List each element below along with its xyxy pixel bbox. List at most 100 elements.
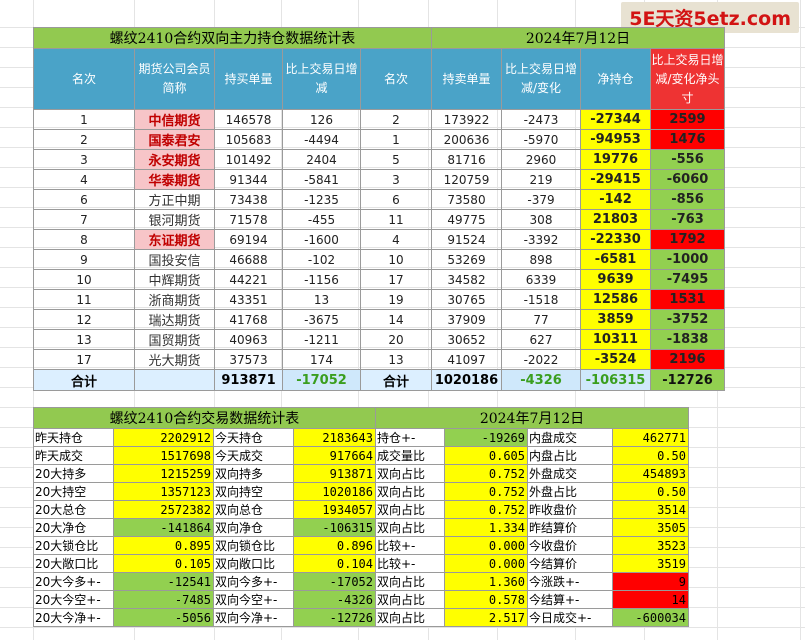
buy-volume: 146578 [214,109,283,130]
stat-label: 双向总仓 [213,500,294,519]
total-row: 合计 913871 -17052 合计 1020186 -4326 -10631… [33,369,725,391]
net-position: 10311 [580,329,651,350]
stat-label: 内盘成交 [527,428,613,447]
stat-value: 917664 [293,446,376,465]
stats-row: 20大持空 1357123 双向持空 1020186 双向占比 0.752 外盘占比 0.50 [33,482,689,501]
table-row: 8 东证期货 69194 -1600 4 91524 -3392 -22330 1792 [33,229,725,250]
column-header: 持买单量 [214,48,283,110]
column-header: 比上交易日增减 [282,48,361,110]
net-change: 2599 [650,109,725,130]
sell-change: 2960 [501,149,581,170]
sell-change: -2473 [501,109,581,130]
net-position: -3524 [580,349,651,370]
stat-label: 双向占比 [375,518,445,537]
position-table-header: 名次 期货公司会员简称 持买单量 比上交易日增减 名次 持卖单量 比上交易日增减/变化 净持仓… [33,48,725,110]
position-table-date: 2024年7月12日 [431,27,725,49]
sell-volume: 73580 [431,189,502,210]
trading-stats-title: 螺纹2410合约交易数据统计表 [33,407,376,429]
net-position: -94953 [580,129,651,150]
stat-label: 双向占比 [375,572,445,591]
buy-rank: 7 [33,209,135,230]
sell-rank: 4 [360,229,432,250]
stat-value: -141864 [113,518,214,537]
net-position: -22330 [580,229,651,250]
sell-rank: 11 [360,209,432,230]
column-header: 比上交易日增减/变化 [501,48,581,110]
sell-rank: 14 [360,309,432,330]
stat-value: 0.752 [444,464,528,483]
stat-label: 20大持空 [33,482,114,501]
buy-change: -1600 [282,229,361,250]
stat-label: 外盘成交 [527,464,613,483]
stat-value: -7485 [113,590,214,609]
stats-row: 20大净仓 -141864 双向净仓 -106315 双向占比 1.334 昨结算价 3505 [33,518,689,537]
buy-change: 2404 [282,149,361,170]
broker-name: 瑞达期货 [134,309,215,330]
stat-value: 0.000 [444,554,528,573]
sell-volume: 53269 [431,249,502,270]
stat-value: 3523 [612,536,689,555]
stat-value: 0.752 [444,500,528,519]
net-change: 1531 [650,289,725,310]
stat-label: 双向占比 [375,500,445,519]
sell-volume: 37909 [431,309,502,330]
stat-value: 0.104 [293,554,376,573]
total-buy: 913871 [214,369,283,391]
sell-change: 77 [501,309,581,330]
stat-value: 913871 [293,464,376,483]
stat-value: 3519 [612,554,689,573]
broker-name: 方正中期 [134,189,215,210]
stat-label: 今日成交+- [527,608,613,627]
stat-label: 昨收盘价 [527,500,613,519]
stat-label: 今结算+- [527,590,613,609]
stat-value: -106315 [293,518,376,537]
stat-label: 双向持多 [213,464,294,483]
buy-rank: 6 [33,189,135,210]
total-label: 合计 [33,369,135,391]
column-header: 名次 [33,48,135,110]
stat-label: 双向占比 [375,590,445,609]
stat-label: 双向敞口比 [213,554,294,573]
stat-value: 1934057 [293,500,376,519]
sell-rank: 20 [360,329,432,350]
stat-label: 持仓+- [375,428,445,447]
buy-rank: 10 [33,269,135,290]
position-table-title: 螺纹2410合约双向主力持仓数据统计表 [33,27,432,49]
stat-value: -600034 [612,608,689,627]
stat-value: 14 [612,590,689,609]
stat-value: 1357123 [113,482,214,501]
buy-change: -1211 [282,329,361,350]
buy-change: -5841 [282,169,361,190]
broker-name: 国贸期货 [134,329,215,350]
stat-value: 2.517 [444,608,528,627]
total-net-change: -12726 [650,369,725,391]
column-header: 期货公司会员简称 [134,48,215,110]
buy-rank: 11 [33,289,135,310]
buy-volume: 73438 [214,189,283,210]
stat-label: 双向净仓 [213,518,294,537]
stat-value: -19269 [444,428,528,447]
stats-row: 20大今多+- -12541 双向今多+- -17052 双向占比 1.360 今涨跌+- 9 [33,572,689,591]
stat-label: 外盘占比 [527,482,613,501]
sell-change: -2022 [501,349,581,370]
sell-change: -379 [501,189,581,210]
stat-label: 成交量比 [375,446,445,465]
net-change: -3752 [650,309,725,330]
stat-label: 双向占比 [375,608,445,627]
stat-value: 0.000 [444,536,528,555]
stat-value: 0.896 [293,536,376,555]
stat-value: 3514 [612,500,689,519]
total-sell-change: -4326 [501,369,581,391]
stats-row: 昨天成交 1517698 今天成交 917664 成交量比 0.605 内盘占比 0.50 [33,446,689,465]
table-row: 7 银河期货 71578 -455 11 49775 308 21803 -763 [33,209,725,230]
net-position: 12586 [580,289,651,310]
broker-name: 中辉期货 [134,269,215,290]
sell-volume: 81716 [431,149,502,170]
sell-rank: 1 [360,129,432,150]
net-position: -29415 [580,169,651,190]
net-position: 3859 [580,309,651,330]
sell-change: -1518 [501,289,581,310]
broker-name: 永安期货 [134,149,215,170]
buy-volume: 101492 [214,149,283,170]
stat-value: -12541 [113,572,214,591]
